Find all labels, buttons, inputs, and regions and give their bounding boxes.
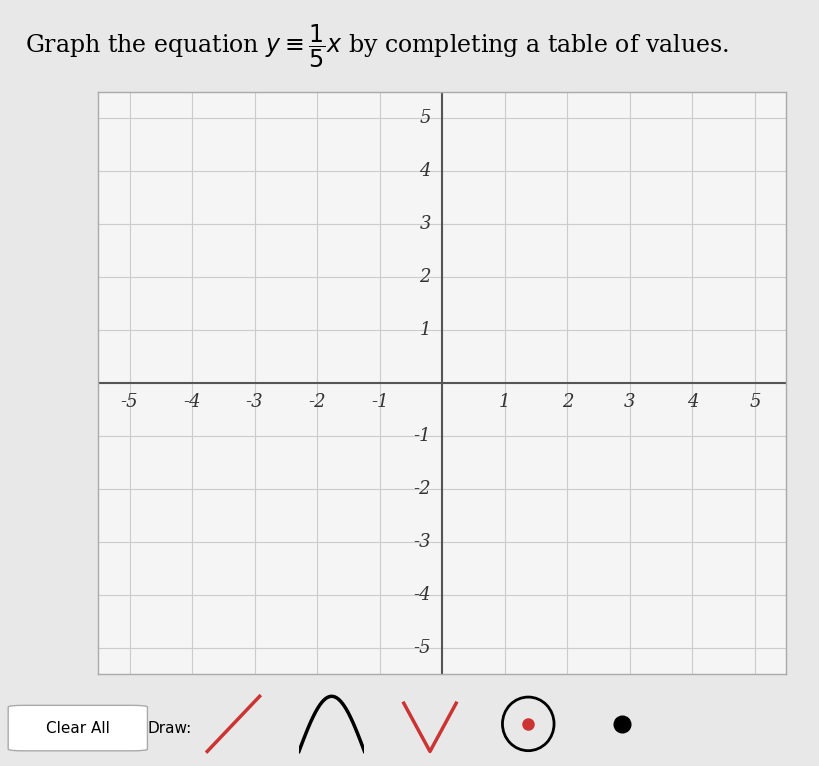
Text: -1: -1 <box>371 392 388 411</box>
Text: Draw:: Draw: <box>147 721 192 735</box>
Text: -3: -3 <box>414 533 431 551</box>
Text: 4: 4 <box>686 392 698 411</box>
Text: Graph the equation $y \equiv \dfrac{1}{5}x$ by completing a table of values.: Graph the equation $y \equiv \dfrac{1}{5… <box>25 22 729 70</box>
FancyBboxPatch shape <box>8 705 147 751</box>
Text: 2: 2 <box>419 268 431 286</box>
Text: 5: 5 <box>749 392 761 411</box>
Text: 3: 3 <box>624 392 636 411</box>
Text: 1: 1 <box>499 392 510 411</box>
Text: -2: -2 <box>414 480 431 498</box>
Text: -2: -2 <box>309 392 326 411</box>
Text: 5: 5 <box>419 110 431 127</box>
Text: -4: -4 <box>183 392 201 411</box>
Text: -5: -5 <box>414 639 431 656</box>
Text: -4: -4 <box>414 586 431 604</box>
Text: 1: 1 <box>419 321 431 339</box>
Text: -5: -5 <box>120 392 138 411</box>
Text: -3: -3 <box>246 392 264 411</box>
Text: -1: -1 <box>414 427 431 445</box>
Text: Clear All: Clear All <box>46 721 110 735</box>
Text: 4: 4 <box>419 162 431 180</box>
Text: 3: 3 <box>419 215 431 233</box>
Text: 2: 2 <box>562 392 573 411</box>
